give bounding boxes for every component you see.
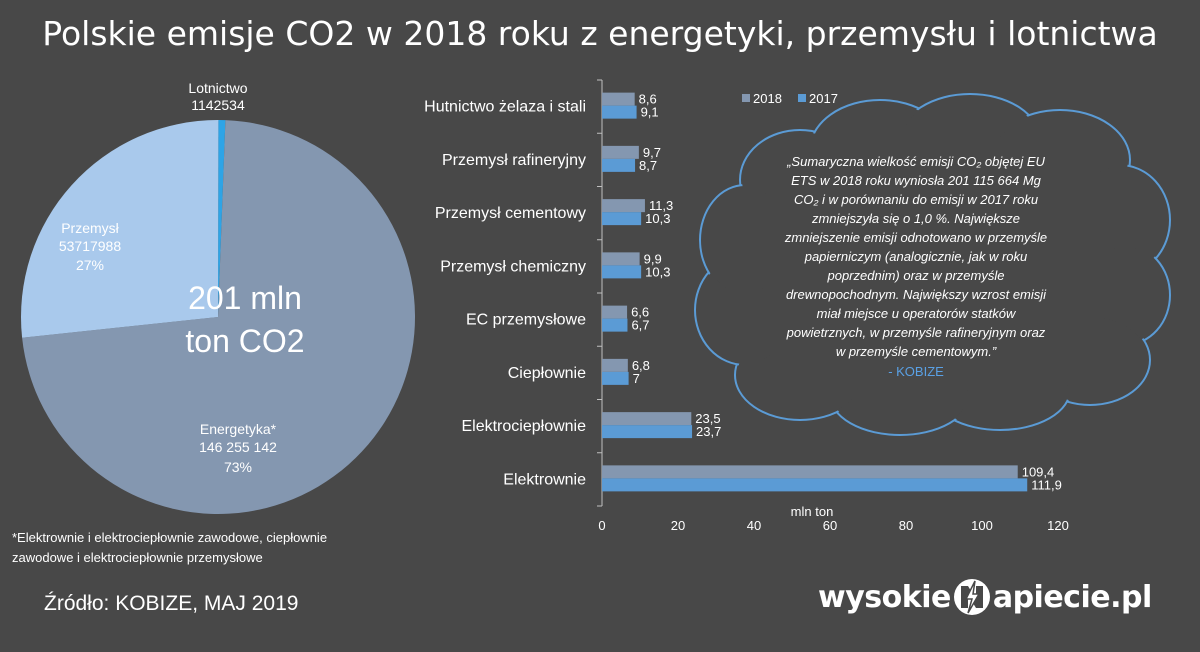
pie-label-energetyka-percent: 73% bbox=[224, 459, 252, 475]
x-tick-label: 60 bbox=[823, 518, 837, 533]
legend-swatch-2017 bbox=[798, 94, 806, 102]
bar-2018 bbox=[602, 92, 635, 106]
bar-value-label: 23,5 bbox=[695, 411, 720, 426]
pie-slice-0 bbox=[22, 120, 416, 514]
logo-text-part2: apiecie.pl bbox=[992, 579, 1152, 615]
category-label: Ciepłownie bbox=[508, 365, 586, 382]
bar-value-label: 111,9 bbox=[1031, 477, 1062, 492]
x-tick-label: 80 bbox=[899, 518, 913, 533]
category-label: Przemysł rafineryjny bbox=[442, 152, 586, 169]
bar-2017 bbox=[602, 478, 1028, 492]
quote-line: zmniejszenie emisji odnotowano w przemyś… bbox=[784, 230, 1048, 245]
bar-2017 bbox=[602, 265, 642, 279]
bar-value-label: 9,7 bbox=[643, 145, 661, 160]
bar-value-label: 6,7 bbox=[631, 318, 649, 333]
source-label: Źródło: KOBIZE, MAJ 2019 bbox=[44, 592, 299, 615]
pie-label-energetyka-name: Energetyka* bbox=[200, 421, 277, 437]
logo-text-part1: wysokie bbox=[818, 579, 951, 615]
category-label: Przemysł chemiczny bbox=[440, 258, 586, 275]
quote-line: zmniejszyła się o 1,0 %. Największe bbox=[811, 211, 1021, 226]
bar-value-label: 109,4 bbox=[1022, 464, 1055, 479]
bar-2017 bbox=[602, 425, 693, 439]
category-label: Elektrociepłownie bbox=[461, 418, 586, 435]
quote-line: miał miejsce u operatorów statków bbox=[816, 306, 1016, 321]
bar-2017 bbox=[602, 371, 629, 385]
bar-2018 bbox=[602, 412, 692, 426]
quote-line: papierniczym (analogicznie, jak w roku bbox=[804, 249, 1028, 264]
bar-2018 bbox=[602, 145, 639, 159]
category-label: Elektrownie bbox=[503, 471, 586, 488]
legend-swatch-2018 bbox=[742, 94, 750, 102]
bar-value-label: 8,6 bbox=[639, 92, 657, 107]
bar-2018 bbox=[602, 305, 628, 319]
bar-value-label: 9,1 bbox=[641, 105, 659, 120]
pie-label-lotnictwo-name: Lotnictwo bbox=[188, 80, 247, 96]
bar-value-label: 9,9 bbox=[644, 251, 662, 266]
category-label: Hutnictwo żelaza i stali bbox=[424, 99, 586, 116]
quote-line: poprzednim) oraz w przemyśle bbox=[827, 268, 1005, 283]
pie-label-lotnictwo-value: 1142534 bbox=[191, 97, 245, 113]
quote-line: w przemyśle cementowym.” bbox=[835, 344, 997, 359]
legend-label-2018: 2018 bbox=[753, 91, 782, 106]
pie-label-przemysl-percent: 27% bbox=[76, 257, 104, 273]
pie-label-przemysl-value: 53717988 bbox=[59, 238, 122, 254]
bar-value-label: 11,3 bbox=[649, 198, 673, 213]
x-tick-label: 0 bbox=[598, 518, 605, 533]
quote-line: CO₂ i w porównaniu do emisji w 2017 roku bbox=[793, 192, 1039, 207]
bar-value-label: 7 bbox=[633, 371, 640, 386]
quote-text: „Sumaryczna wielkość emisji CO₂ objętej … bbox=[752, 152, 1080, 361]
bar-2017 bbox=[602, 158, 636, 172]
bar-2017 bbox=[602, 212, 642, 226]
quote-author: - KOBIZE bbox=[888, 364, 944, 379]
bar-value-label: 6,8 bbox=[632, 358, 650, 373]
x-axis-label: mln ton bbox=[791, 504, 834, 519]
logo: wysokie apiecie.pl bbox=[818, 574, 1152, 620]
bar-2017 bbox=[602, 105, 637, 119]
pie-slice-2 bbox=[218, 120, 226, 317]
x-tick-label: 40 bbox=[747, 518, 761, 533]
quote-line: ETS w 2018 roku wyniosła 201 115 664 Mg bbox=[791, 173, 1041, 188]
quote-line: powietrznych, w przemyśle rafineryjnym o… bbox=[786, 325, 1046, 340]
bar-2018 bbox=[602, 252, 640, 266]
x-tick-label: 20 bbox=[671, 518, 685, 533]
lightning-n-icon bbox=[953, 579, 990, 615]
chart-title: Polskie emisje CO2 w 2018 roku z energet… bbox=[42, 14, 1158, 53]
bar-value-label: 10,3 bbox=[645, 264, 670, 279]
footnote: *Elektrownie i elektrociepłownie zawodow… bbox=[12, 530, 328, 565]
pie-center-label-line2: ton CO2 bbox=[185, 323, 304, 359]
quote-line: drewnopochodnym. Największy wzrost emisj… bbox=[785, 287, 1047, 302]
pie-label-przemysl-name: Przemysł bbox=[61, 220, 119, 236]
x-tick-label: 100 bbox=[971, 518, 993, 533]
bar-value-label: 6,6 bbox=[631, 305, 649, 320]
bar-2017 bbox=[602, 318, 628, 332]
bar-2018 bbox=[602, 358, 628, 372]
pie-center-label-line1: 201 mln bbox=[188, 280, 302, 316]
legend-label-2017: 2017 bbox=[809, 91, 838, 106]
x-tick-label: 120 bbox=[1047, 518, 1069, 533]
pie-slice-1 bbox=[21, 120, 219, 338]
quote-line: „Sumaryczna wielkość emisji CO₂ objętej … bbox=[787, 154, 1045, 169]
bar-2018 bbox=[602, 465, 1018, 479]
category-label: EC przemysłowe bbox=[466, 312, 586, 329]
bar-2018 bbox=[602, 199, 645, 213]
bar-value-label: 10,3 bbox=[645, 211, 670, 226]
bar-value-label: 8,7 bbox=[639, 158, 657, 173]
bar-value-label: 23,7 bbox=[696, 424, 721, 439]
category-label: Przemysł cementowy bbox=[435, 205, 586, 222]
pie-label-energetyka-value: 146 255 142 bbox=[199, 439, 277, 455]
